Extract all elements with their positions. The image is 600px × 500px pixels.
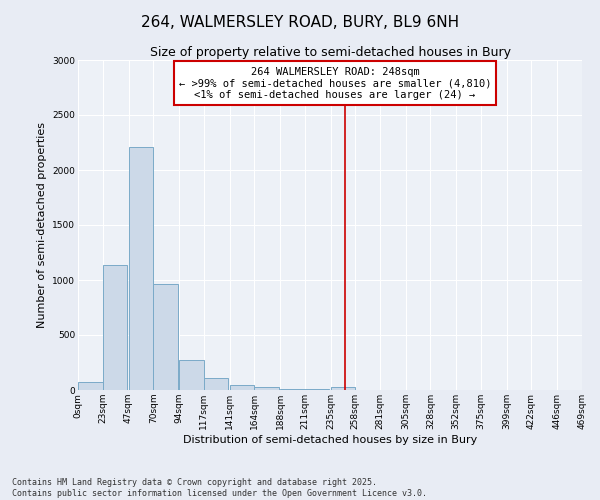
Bar xyxy=(331,386,355,390)
X-axis label: Distribution of semi-detached houses by size in Bury: Distribution of semi-detached houses by … xyxy=(183,434,477,444)
Text: 264 WALMERSLEY ROAD: 248sqm
← >99% of semi-detached houses are smaller (4,810)
<: 264 WALMERSLEY ROAD: 248sqm ← >99% of se… xyxy=(179,66,491,100)
Bar xyxy=(230,384,254,390)
Bar xyxy=(103,264,127,390)
Bar xyxy=(153,284,178,390)
Bar xyxy=(280,389,305,390)
Text: Contains HM Land Registry data © Crown copyright and database right 2025.
Contai: Contains HM Land Registry data © Crown c… xyxy=(12,478,427,498)
Text: 264, WALMERSLEY ROAD, BURY, BL9 6NH: 264, WALMERSLEY ROAD, BURY, BL9 6NH xyxy=(141,15,459,30)
Bar xyxy=(128,147,153,390)
Bar xyxy=(179,360,204,390)
Bar xyxy=(254,387,279,390)
Y-axis label: Number of semi-detached properties: Number of semi-detached properties xyxy=(37,122,47,328)
Bar xyxy=(204,378,229,390)
Bar xyxy=(78,382,103,390)
Title: Size of property relative to semi-detached houses in Bury: Size of property relative to semi-detach… xyxy=(149,46,511,59)
